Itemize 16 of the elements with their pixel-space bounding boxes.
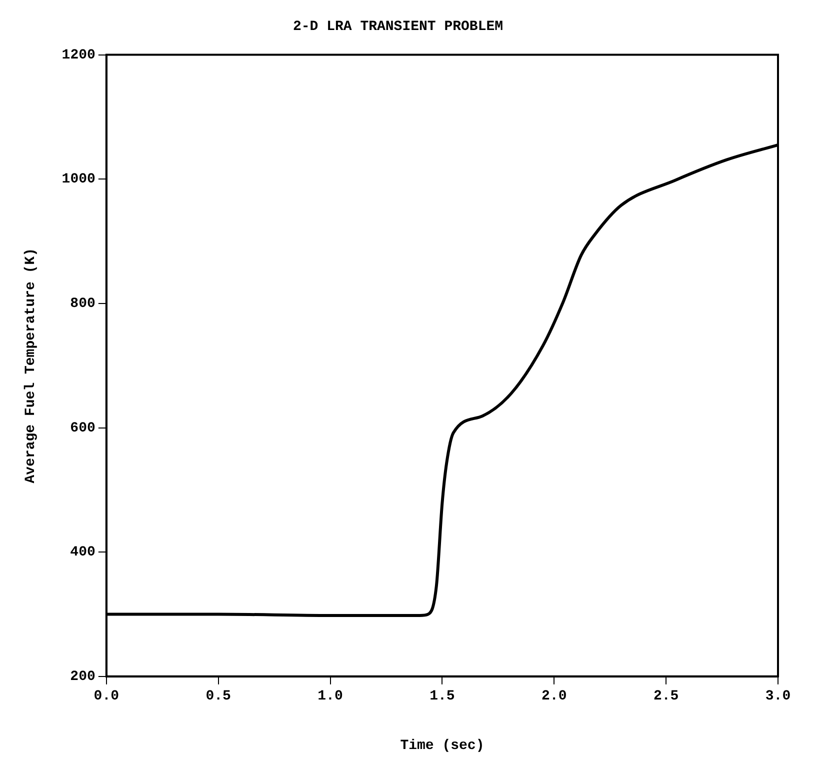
y-axis-title: Average Fuel Temperature (K) bbox=[22, 248, 39, 484]
chart-title: 2-D LRA TRANSIENT PROBLEM bbox=[292, 18, 504, 35]
x-axis-title: Time (sec) bbox=[400, 738, 484, 754]
x-tick-label: 0.0 bbox=[94, 688, 120, 704]
x-tick-label: 1.5 bbox=[430, 688, 455, 704]
x-tick-label: 2.5 bbox=[653, 688, 679, 704]
x-tick-label: 1.0 bbox=[318, 688, 343, 704]
y-tick-label: 800 bbox=[70, 296, 96, 312]
y-tick-label: 400 bbox=[70, 544, 96, 561]
y-tick-label: 200 bbox=[70, 668, 96, 685]
y-tick-label: 1000 bbox=[62, 172, 96, 188]
y-tick-label: 1200 bbox=[62, 47, 96, 64]
x-tick-label: 0.5 bbox=[206, 688, 231, 704]
y-tick-label: 600 bbox=[70, 420, 96, 436]
x-tick-label: 2.0 bbox=[542, 688, 567, 704]
x-tick-label: 3.0 bbox=[765, 688, 791, 704]
